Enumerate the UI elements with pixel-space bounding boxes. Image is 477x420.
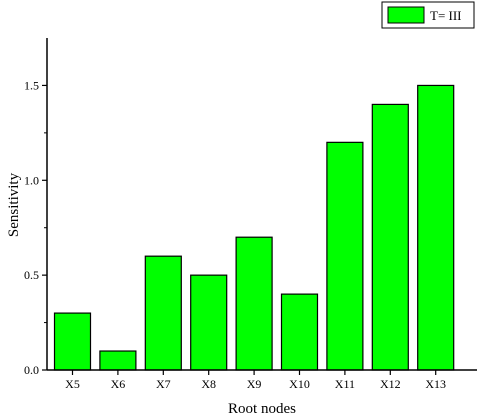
x-axis-title: Root nodes: [228, 401, 296, 417]
bar-x6: [99, 350, 137, 371]
x-tick-label: X5: [65, 377, 80, 391]
y-tick-label: 0.5: [24, 268, 39, 282]
y-tick-label: 0.0: [24, 363, 39, 377]
bar-x13: [417, 84, 455, 371]
x-tick-label: X8: [201, 377, 216, 391]
x-tick-label: X7: [156, 377, 171, 391]
x-ticks-group: X5 X6 X7 X8 X9 X10 X11 X12 X13: [65, 370, 446, 391]
x-tick-label: X6: [111, 377, 126, 391]
bar-x8: [190, 274, 228, 371]
bar-x10: [280, 293, 319, 371]
axes-group: [46, 38, 477, 371]
bars-group: [53, 84, 455, 371]
x-tick-label: X9: [247, 377, 262, 391]
x-tick-label: X10: [289, 377, 310, 391]
bar-x7: [144, 255, 182, 371]
bar-x5: [53, 312, 92, 371]
bar-x11: [326, 141, 364, 371]
legend-label: T= III: [430, 8, 462, 23]
legend-box: [381, 1, 475, 29]
x-tick-label: X12: [380, 377, 401, 391]
legend-swatch: [387, 6, 425, 24]
y-axis-title: Sensitivity: [6, 172, 22, 237]
x-tick-label: X13: [425, 377, 446, 391]
x-tick-label: X11: [335, 377, 355, 391]
y-tick-label: 1.5: [24, 78, 39, 92]
legend: T= III: [381, 1, 475, 29]
bar-x9: [235, 236, 273, 371]
y-ticks-group: 0.0 0.5 1.0 1.5: [24, 78, 47, 377]
y-tick-label: 1.0: [24, 173, 39, 187]
bar-x12: [371, 103, 409, 371]
